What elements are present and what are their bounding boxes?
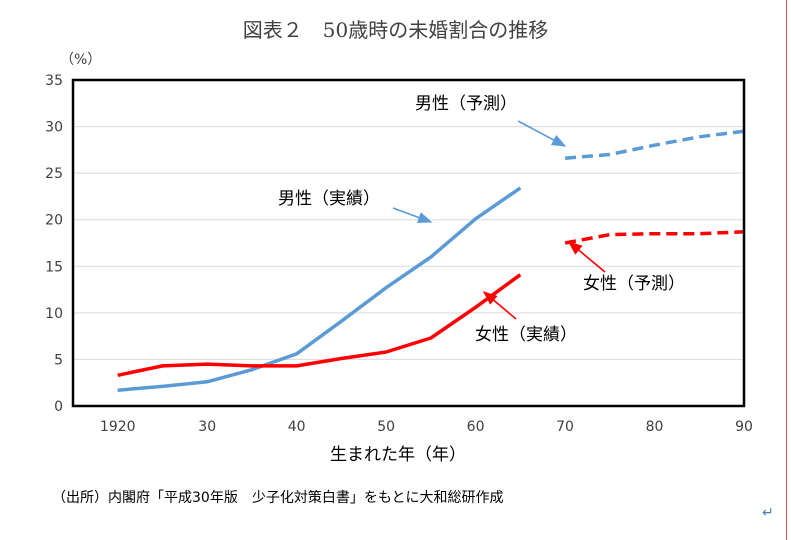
y-tick-label: 20 (45, 213, 63, 229)
x-axis-ticks: 1920 30 40 50 60 70 80 90 (100, 419, 753, 435)
annotation-male-actual: 男性（実績） (278, 189, 380, 209)
y-axis-label: （%） (60, 52, 101, 68)
x-tick-label: 30 (198, 419, 216, 435)
annotation-arrow-female-forecast (567, 241, 606, 273)
x-tick-label: 40 (288, 419, 306, 435)
x-tick-label: 1920 (100, 419, 136, 435)
series-line-3 (564, 230, 745, 245)
x-tick-label: 60 (467, 419, 485, 435)
y-tick-label: 0 (54, 399, 63, 415)
y-tick-label: 5 (54, 352, 63, 368)
annotation-arrow-male-actual (392, 207, 433, 223)
y-tick-label: 35 (45, 73, 63, 89)
x-tick-label: 50 (377, 419, 395, 435)
x-axis-label: 生まれた年（年） (330, 445, 466, 465)
x-tick-label: 90 (735, 419, 753, 435)
series-line-2 (564, 129, 745, 160)
y-tick-label: 25 (45, 166, 63, 182)
annotation-female-actual: 女性（実績） (475, 325, 577, 345)
y-tick-label: 30 (45, 120, 63, 136)
y-tick-label: 15 (45, 259, 63, 275)
series-line-1 (117, 273, 522, 378)
x-tick-label: 80 (646, 419, 664, 435)
annotation-female-forecast: 女性（予測） (583, 274, 685, 294)
page-margin-rule (786, 0, 787, 540)
source-note: （出所）内閣府「平成30年版 少子化対策白書」をもとに大和総研作成 (52, 490, 504, 506)
y-axis-ticks: 0 5 10 15 20 25 30 35 (45, 73, 63, 415)
annotation-arrow-female-actual (482, 291, 517, 320)
chart-title: 図表２ 50歳時の未婚割合の推移 (242, 18, 549, 42)
y-tick-label: 10 (45, 306, 63, 322)
plot-frame (71, 78, 746, 408)
series-line-0 (117, 186, 522, 392)
paragraph-return-icon: ↵ (762, 505, 774, 521)
annotation-male-forecast: 男性（予測） (415, 94, 517, 114)
x-tick-label: 70 (556, 419, 574, 435)
series-lines (117, 129, 745, 392)
gridlines (73, 126, 744, 360)
annotation-arrow-male-forecast (517, 120, 567, 147)
